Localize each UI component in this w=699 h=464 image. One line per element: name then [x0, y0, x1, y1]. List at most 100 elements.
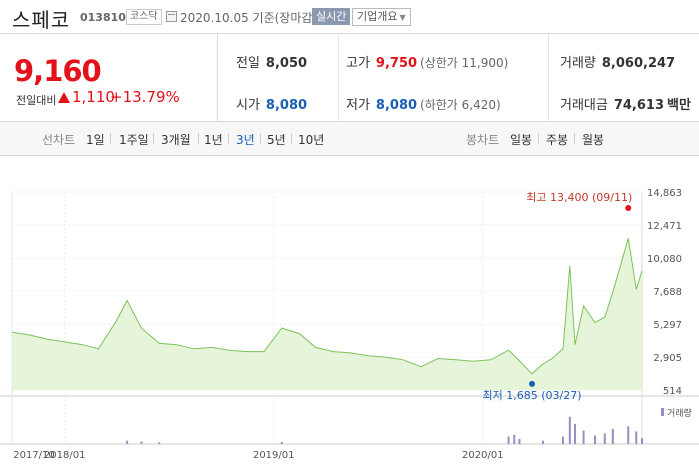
stat-label: 저가: [346, 98, 370, 113]
divider: [548, 34, 549, 122]
volume-bars: [126, 416, 643, 444]
volume-bar: [140, 441, 143, 444]
stat-label: 전일: [236, 56, 260, 71]
volume-bar: [641, 438, 643, 444]
separator: [153, 133, 154, 144]
y-tick-label: 10,080: [647, 254, 682, 265]
stat-sub: (하한가 6,420): [420, 98, 501, 112]
volume-bar: [280, 441, 283, 444]
period-bar: 선차트 1일 1주일 3개월 1년 3년 5년 10년 봉차트 일봉 주봉 월봉: [0, 122, 699, 156]
period-10y[interactable]: 10년: [298, 133, 325, 147]
separator: [574, 133, 575, 144]
volume-bar: [568, 416, 571, 444]
corp-info-label: 기업개요: [357, 10, 398, 23]
calendar-icon: [166, 11, 177, 22]
line-chart-label: 선차트: [42, 133, 76, 147]
period-1d[interactable]: 1일: [86, 133, 105, 147]
separator: [228, 133, 229, 144]
volume-bar: [507, 436, 510, 444]
price-area: [12, 238, 642, 390]
stat-label: 시가: [236, 98, 260, 113]
change-rate: +13.79%: [110, 88, 180, 106]
volume-legend: 거래량: [667, 407, 692, 419]
x-tick-label: 2017/10: [13, 450, 55, 461]
separator: [110, 133, 111, 144]
base-date: 2020.10.05 기준(장마감): [180, 9, 317, 26]
volume-bar: [603, 433, 606, 444]
y-tick-label: 7,688: [653, 287, 682, 298]
candle-monthly[interactable]: 월봉: [582, 133, 605, 147]
stat-label: 고가: [346, 56, 370, 71]
stat-low: 저가 8,080 (하한가 6,420): [346, 94, 501, 113]
volume-bar: [561, 436, 564, 444]
candle-chart-label: 봉차트: [466, 133, 500, 147]
stat-sub: (상한가 11,900): [420, 56, 509, 70]
price-line: [11, 238, 643, 375]
up-arrow-icon: [58, 92, 70, 103]
x-tick-label: 2020/01: [462, 450, 504, 461]
stat-value: 74,613: [613, 98, 665, 113]
volume-bar: [573, 423, 576, 444]
period-3y[interactable]: 3년: [236, 133, 255, 147]
volume-legend-swatch: [661, 408, 664, 416]
stat-high: 고가 9,750 (상한가 11,900): [346, 52, 508, 71]
high-marker: [625, 205, 632, 211]
candle-weekly[interactable]: 주봉: [546, 133, 569, 147]
period-1y[interactable]: 1년: [204, 133, 223, 147]
current-price-box: 9,160 전일대비 1,110 +13.79%: [0, 34, 218, 122]
low-annotation: 최저 1,685 (03/27): [483, 389, 582, 402]
volume-bar: [126, 440, 129, 444]
divider: [338, 34, 339, 122]
volume-bar: [635, 431, 638, 444]
price-panel: 9,160 전일대비 1,110 +13.79% 전일 8,050 고가 9,750…: [0, 34, 699, 122]
chevron-down-icon: ▼: [399, 13, 406, 22]
y-tick-label: 2,905: [653, 353, 682, 364]
stat-label: 거래량: [560, 56, 596, 71]
y-tick-label: 5,297: [653, 320, 682, 331]
volume-bar: [158, 442, 161, 444]
y-tick-label: 12,471: [647, 221, 682, 232]
date-note: 기준(장마감): [252, 11, 318, 25]
stat-value: 8,050: [265, 56, 308, 71]
stat-value: 9,750: [375, 56, 418, 71]
stat-open: 시가 8,080: [236, 94, 307, 113]
high-annotation: 최고 13,400 (09/11): [526, 191, 632, 204]
period-3m[interactable]: 3개월: [161, 133, 191, 147]
stock-name: 스페코: [12, 8, 71, 32]
volume-bar: [582, 430, 585, 444]
stock-code: 013810: [80, 11, 126, 24]
price-chart: 14,863 12,471 10,080 7,688 5,297 2,905 514 201…: [0, 188, 699, 461]
stat-value: 8,060,247: [601, 56, 676, 71]
volume-bar: [541, 440, 544, 444]
current-price: 9,160: [14, 54, 102, 88]
stat-value: 8,080: [265, 98, 308, 113]
chart-grid: [0, 191, 699, 445]
separator: [260, 133, 261, 144]
stat-unit: 백만: [667, 98, 691, 113]
market-badge: 코스닥: [126, 9, 162, 25]
low-marker: [529, 380, 536, 387]
volume-bar: [513, 434, 516, 444]
period-5y[interactable]: 5년: [267, 133, 286, 147]
y-tick-label: 14,863: [647, 188, 682, 199]
y-axis-ticks: 14,863 12,471 10,080 7,688 5,297 2,905 514: [647, 188, 682, 397]
candle-daily[interactable]: 일봉: [510, 133, 533, 147]
stock-header: 스페코 013810 코스닥 2020.10.05 기준(장마감) 실시간 기업…: [0, 0, 699, 34]
separator: [198, 133, 199, 144]
stat-label: 거래대금: [560, 98, 608, 113]
stat-amount: 거래대금 74,613 백만: [560, 94, 691, 113]
volume-bar: [518, 438, 521, 444]
period-1w[interactable]: 1주일: [119, 133, 149, 147]
realtime-button[interactable]: 실시간: [312, 8, 351, 25]
volume-bar: [611, 428, 614, 444]
volume-bar: [594, 435, 597, 444]
x-tick-label: 2019/01: [253, 450, 295, 461]
y-tick-label: 514: [663, 386, 682, 397]
x-tick-label: 2018/01: [44, 450, 86, 461]
corp-info-button[interactable]: 기업개요 ▼: [352, 8, 411, 26]
separator: [291, 133, 292, 144]
separator: [538, 133, 539, 144]
volume-bar: [627, 426, 630, 444]
stat-value: 8,080: [375, 98, 418, 113]
